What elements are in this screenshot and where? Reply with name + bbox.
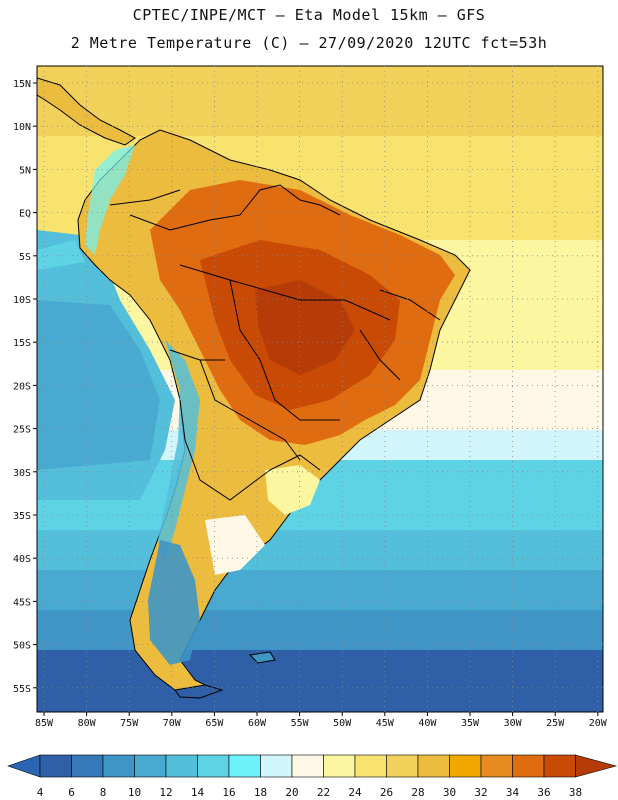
colorbar-label: 16 — [222, 786, 235, 799]
tierra-del-fuego — [174, 684, 224, 699]
lat-label: 5N — [19, 165, 31, 176]
colorbar-high-arrow — [575, 754, 618, 778]
colorbar-label: 34 — [506, 786, 520, 799]
colorbar-segment — [480, 754, 513, 778]
lat-label: 15N — [13, 79, 31, 90]
pacific-coast-region — [37, 240, 85, 270]
ocean-band-8 — [37, 610, 603, 650]
colorbar-segment — [354, 754, 387, 778]
colorbar-label: 4 — [37, 786, 44, 799]
chart-title-line-2: 2 Metre Temperature (C) – 27/09/2020 12U… — [70, 34, 548, 52]
colorbar-label: 20 — [285, 786, 298, 799]
colorbar-segment — [323, 754, 356, 778]
colorbar-segment — [134, 754, 167, 778]
ocean-band-6 — [37, 650, 603, 712]
lat-label: 25S — [13, 425, 31, 436]
colorbar-label: 12 — [159, 786, 172, 799]
colorbar-label: 30 — [443, 786, 456, 799]
pampas-mild — [265, 465, 320, 515]
ocean-band-tropical — [37, 66, 603, 136]
patagonia-cool — [148, 540, 200, 665]
colorbar-label: 28 — [411, 786, 424, 799]
colorbar-segment — [543, 754, 576, 778]
colorbar-low-arrow — [7, 754, 41, 778]
lon-label: 35W — [461, 718, 480, 729]
colorbar-label: 26 — [380, 786, 393, 799]
lat-label: 40S — [13, 554, 31, 565]
ocean-band-10 — [37, 570, 603, 610]
lat-label: 55S — [13, 684, 31, 695]
colorbar-segment — [449, 754, 482, 778]
colorbar-segment — [71, 754, 104, 778]
colorbar-segment — [102, 754, 135, 778]
andes-central-cool — [158, 340, 200, 560]
colorbar-segment — [291, 754, 324, 778]
colorbar-segment — [386, 754, 419, 778]
colorbar-segment — [165, 754, 198, 778]
colorbar-segment — [417, 754, 450, 778]
lon-label: 50W — [333, 718, 352, 729]
colorbar-label: 8 — [100, 786, 107, 799]
hot-region-38 — [255, 280, 355, 375]
lat-label: 20S — [13, 381, 31, 392]
lat-label: 45S — [13, 597, 31, 608]
colorbar-segment — [228, 754, 261, 778]
colorbar-label: 24 — [348, 786, 362, 799]
lon-label: 55W — [291, 718, 310, 729]
colorbar-segment — [512, 754, 545, 778]
lat-label: 5S — [19, 252, 31, 263]
falkland-islands — [248, 651, 276, 664]
lon-label: 85W — [35, 718, 54, 729]
lon-label: 30W — [504, 718, 523, 729]
lon-label: 45W — [376, 718, 395, 729]
lat-label: 15S — [13, 338, 31, 349]
lon-label: 25W — [546, 718, 565, 729]
lat-label: 10N — [13, 122, 31, 133]
northern-patagonia-mild — [205, 515, 265, 575]
andes-north-cool — [85, 145, 135, 255]
lat-label: 30S — [13, 468, 31, 479]
lon-label: 75W — [120, 718, 139, 729]
colorbar-label: 14 — [191, 786, 205, 799]
colorbar-label: 22 — [317, 786, 330, 799]
colorbar-label: 18 — [254, 786, 267, 799]
colorbar-label: 6 — [68, 786, 75, 799]
chart-title-line-1: CPTEC/INPE/MCT – Eta Model 15km – GFS — [132, 6, 486, 24]
colorbar-label: 32 — [474, 786, 487, 799]
colorbar-label: 36 — [537, 786, 550, 799]
colorbar-segment — [39, 754, 72, 778]
colorbar-segment — [260, 754, 293, 778]
lat-label: 35S — [13, 511, 31, 522]
central-america-landmass — [37, 77, 136, 146]
lat-label: 50S — [13, 641, 31, 652]
lat-label: 10S — [13, 295, 31, 306]
lon-label: 80W — [78, 718, 97, 729]
lon-label: 20W — [589, 718, 608, 729]
ocean-band-12 — [37, 530, 603, 570]
country-borders — [109, 184, 441, 501]
colorbar-label: 10 — [128, 786, 141, 799]
lon-label: 40W — [418, 718, 437, 729]
lat-label: EQ — [19, 209, 31, 220]
colorbar-segment — [197, 754, 230, 778]
lon-label: 65W — [205, 718, 224, 729]
colorbar-label: 38 — [569, 786, 582, 799]
lon-label: 70W — [163, 718, 182, 729]
lon-label: 60W — [248, 718, 267, 729]
map-frame — [36, 65, 604, 713]
